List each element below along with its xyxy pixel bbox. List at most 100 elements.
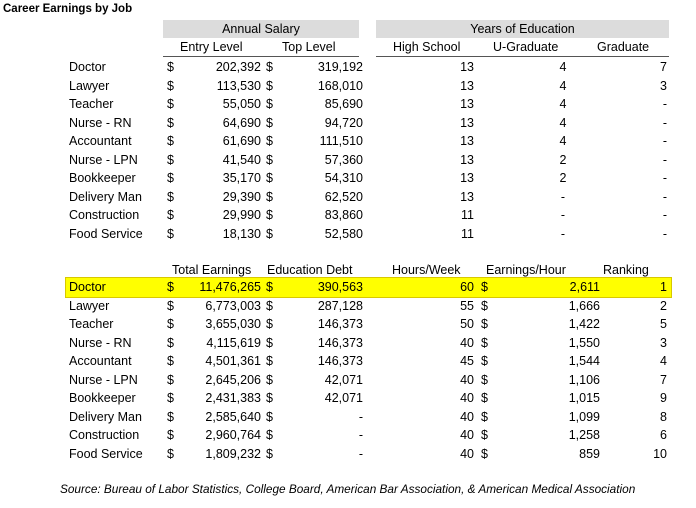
years-high-school: 11 bbox=[461, 208, 474, 222]
dollar-sign: $ bbox=[481, 446, 488, 461]
dollar-sign: $ bbox=[167, 391, 174, 405]
dollar-sign: $ bbox=[167, 60, 174, 74]
job-name: Nurse - LPN bbox=[69, 372, 138, 387]
dollar-sign: $ bbox=[266, 409, 273, 424]
years-graduate: - bbox=[662, 134, 667, 148]
ranking: 6 bbox=[660, 428, 667, 442]
job-name: Lawyer bbox=[69, 298, 110, 313]
years-graduate: - bbox=[662, 115, 667, 130]
table-row: Teacher $55,050 $85,690 13 4 - bbox=[66, 95, 671, 114]
dollar-sign: $ bbox=[266, 335, 273, 350]
highlighted-row: Doctor $11,476,265 $390,563 60 $2,611 1 bbox=[65, 277, 672, 298]
top-level-salary: 57,360 bbox=[324, 152, 363, 167]
dollar-sign: $ bbox=[167, 428, 174, 442]
education-debt: - bbox=[358, 446, 363, 461]
education-debt: 42,071 bbox=[324, 372, 363, 387]
years-graduate: - bbox=[662, 208, 667, 222]
top-level-salary: 319,192 bbox=[317, 60, 363, 74]
table-row: Nurse - RN $4,115,619 $146,373 40 $1,550 3 bbox=[66, 334, 671, 353]
years-graduate: - bbox=[662, 171, 667, 185]
hours-per-week: 50 bbox=[460, 317, 474, 331]
dollar-sign: $ bbox=[266, 115, 273, 130]
table-row: Food Service $18,130 $52,580 11 - - bbox=[66, 225, 671, 244]
years-undergraduate: 4 bbox=[559, 134, 567, 148]
years-graduate: - bbox=[662, 152, 667, 167]
dollar-sign: $ bbox=[167, 317, 174, 331]
dollar-sign: $ bbox=[266, 280, 273, 294]
page-title: Career Earnings by Job bbox=[3, 3, 133, 15]
table1-header-rule-right bbox=[376, 56, 669, 57]
ranking: 8 bbox=[660, 409, 667, 424]
job-name: Food Service bbox=[69, 226, 143, 241]
annual-salary-band: Annual Salary bbox=[163, 20, 359, 38]
job-name: Teacher bbox=[69, 317, 114, 331]
years-education-band: Years of Education bbox=[376, 20, 669, 38]
table-row: Delivery Man $2,585,640 $ - 40 $1,099 8 bbox=[66, 408, 671, 427]
education-debt: - bbox=[358, 428, 363, 442]
header-ranking: Ranking bbox=[603, 263, 649, 277]
years-undergraduate: - bbox=[560, 226, 566, 241]
table1-header-rule-left bbox=[163, 56, 359, 57]
earnings-per-hour: 2,611 bbox=[569, 280, 600, 294]
total-earnings: 6,773,003 bbox=[205, 298, 261, 313]
job-name: Accountant bbox=[69, 354, 132, 368]
job-name: Construction bbox=[69, 208, 140, 222]
entry-level-salary: 202,392 bbox=[215, 60, 261, 74]
job-name: Doctor bbox=[69, 280, 106, 294]
job-name: Bookkeeper bbox=[69, 171, 136, 185]
top-level-salary: 111,510 bbox=[319, 134, 363, 148]
dollar-sign: $ bbox=[266, 208, 273, 222]
job-name: Delivery Man bbox=[69, 189, 142, 204]
dollar-sign: $ bbox=[167, 189, 174, 204]
hours-per-week: 40 bbox=[460, 409, 474, 424]
dollar-sign: $ bbox=[167, 280, 174, 294]
entry-level-salary: 64,690 bbox=[222, 115, 261, 130]
dollar-sign: $ bbox=[266, 446, 273, 461]
years-undergraduate: 4 bbox=[559, 97, 567, 111]
table-row: Doctor $202,392 $319,192 13 4 7 bbox=[66, 58, 671, 77]
entry-level-salary: 18,130 bbox=[222, 226, 261, 241]
years-undergraduate: - bbox=[560, 208, 566, 222]
table-row: Bookkeeper $35,170 $54,310 13 2 - bbox=[66, 169, 671, 188]
years-graduate: 7 bbox=[660, 60, 667, 74]
header-top-level: Top Level bbox=[282, 40, 336, 54]
table-row: Construction $2,960,764 $ - 40 $1,258 6 bbox=[66, 426, 671, 445]
earnings-per-hour: 1,544 bbox=[568, 354, 600, 368]
dollar-sign: $ bbox=[481, 280, 488, 294]
earnings-per-hour: 1,258 bbox=[568, 428, 600, 442]
ranking: 4 bbox=[660, 354, 667, 368]
entry-level-salary: 35,170 bbox=[222, 171, 261, 185]
years-graduate: 3 bbox=[660, 78, 667, 93]
header-total-earnings: Total Earnings bbox=[172, 263, 252, 277]
education-debt: 146,373 bbox=[317, 317, 363, 331]
dollar-sign: $ bbox=[481, 317, 488, 331]
job-name: Teacher bbox=[69, 97, 114, 111]
years-graduate: - bbox=[662, 97, 667, 111]
years-undergraduate: 2 bbox=[559, 152, 567, 167]
dollar-sign: $ bbox=[167, 372, 174, 387]
dollar-sign: $ bbox=[167, 152, 174, 167]
dollar-sign: $ bbox=[266, 152, 273, 167]
dollar-sign: $ bbox=[167, 115, 174, 130]
top-level-salary: 83,860 bbox=[324, 208, 363, 222]
dollar-sign: $ bbox=[266, 134, 273, 148]
job-name: Lawyer bbox=[69, 78, 110, 93]
table-row: Delivery Man $29,390 $62,520 13 - - bbox=[66, 188, 671, 207]
entry-level-salary: 29,390 bbox=[222, 189, 261, 204]
education-debt: 146,373 bbox=[317, 335, 363, 350]
dollar-sign: $ bbox=[266, 171, 273, 185]
top-level-salary: 52,580 bbox=[324, 226, 363, 241]
job-name: Delivery Man bbox=[69, 409, 142, 424]
ranking: 5 bbox=[660, 317, 667, 331]
table-row: Accountant $61,690 $111,510 13 4 - bbox=[66, 132, 671, 151]
hours-per-week: 55 bbox=[460, 298, 474, 313]
dollar-sign: $ bbox=[167, 354, 174, 368]
years-high-school: 13 bbox=[460, 171, 474, 185]
years-high-school: 13 bbox=[460, 97, 474, 111]
dollar-sign: $ bbox=[481, 391, 488, 405]
years-high-school: 13 bbox=[460, 115, 474, 130]
table-row: Lawyer $113,530 $168,010 13 4 3 bbox=[66, 77, 671, 96]
dollar-sign: $ bbox=[167, 298, 174, 313]
entry-level-salary: 41,540 bbox=[222, 152, 261, 167]
total-earnings: 2,645,206 bbox=[205, 372, 261, 387]
